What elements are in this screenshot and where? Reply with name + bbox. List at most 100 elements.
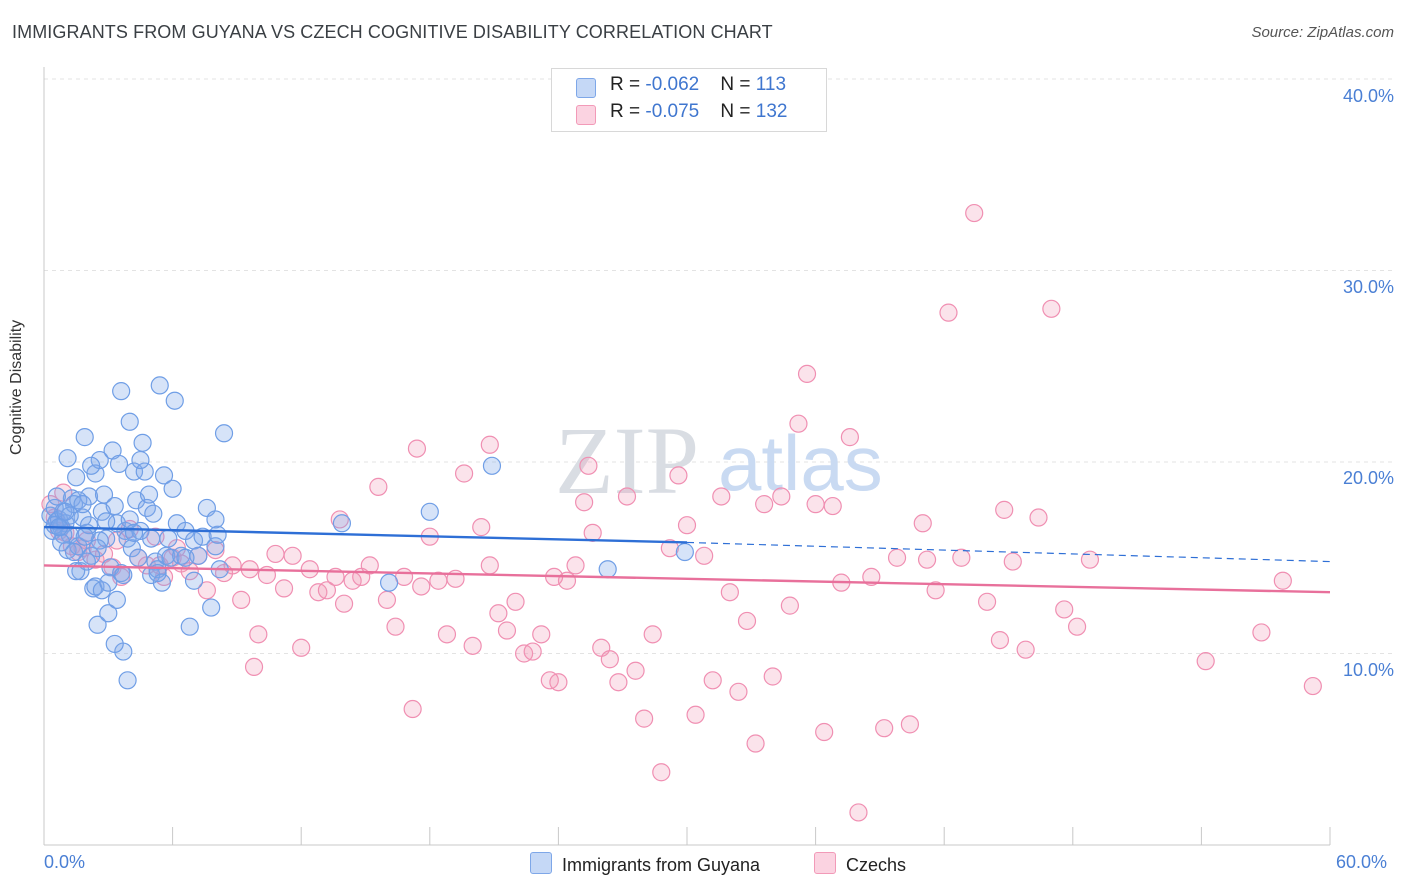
guyana-point-41 bbox=[129, 548, 148, 567]
czechs-point-69 bbox=[617, 487, 637, 506]
guyana-point-81 bbox=[82, 456, 101, 475]
guyana-point-38 bbox=[122, 539, 141, 558]
guyana-point-95 bbox=[124, 523, 144, 542]
czechs-point-64 bbox=[575, 493, 594, 512]
czechs-point-74 bbox=[660, 539, 679, 558]
czechs-point-26 bbox=[249, 625, 268, 644]
czechs-point-83 bbox=[737, 611, 757, 631]
axes bbox=[43, 67, 1331, 846]
bottom-legend-swatch-czechs bbox=[814, 852, 836, 874]
czechs-point-89 bbox=[789, 414, 808, 433]
legend-swatch-czechs bbox=[576, 105, 596, 125]
czechs-point-103 bbox=[939, 303, 958, 322]
czechs-point-124 bbox=[1273, 571, 1292, 590]
czechs-point-41 bbox=[377, 590, 397, 609]
guyana-point-52 bbox=[152, 573, 171, 592]
guyana-point-105 bbox=[675, 542, 694, 562]
czechs-point-119 bbox=[407, 439, 427, 458]
czechs-point-114 bbox=[1080, 550, 1100, 569]
guyana-point-22 bbox=[88, 615, 107, 634]
guyana-point-111 bbox=[184, 571, 204, 590]
guyana-point-32 bbox=[109, 454, 129, 474]
czechs-point-100 bbox=[900, 715, 920, 734]
czechs-point-111 bbox=[1042, 299, 1061, 318]
czechs-point-126 bbox=[244, 657, 264, 677]
guyana-point-65 bbox=[193, 527, 212, 546]
czechs-point-95 bbox=[840, 428, 859, 447]
y-tick-label-10: 10.0% bbox=[1342, 660, 1394, 680]
bottom-legend-czechs: Czechs bbox=[814, 852, 906, 876]
czechs-point-44 bbox=[403, 699, 422, 719]
guyana-point-62 bbox=[180, 617, 199, 636]
czechs-point-31 bbox=[292, 638, 311, 657]
y-tick-label-40: 40.0% bbox=[1342, 86, 1394, 106]
czechs-point-79 bbox=[703, 671, 722, 690]
legend-n-value-czechs: 132 bbox=[755, 101, 788, 122]
guyana-point-84 bbox=[118, 671, 137, 690]
guyana-point-71 bbox=[112, 382, 131, 401]
guyana-point-89 bbox=[52, 533, 71, 552]
guyana-point-16 bbox=[75, 428, 94, 447]
czechs-trend-line bbox=[43, 564, 1331, 594]
czechs-point-48 bbox=[437, 625, 457, 644]
guyana-point-67 bbox=[202, 598, 221, 617]
czechs-point-51 bbox=[463, 636, 482, 655]
bottom-legend-label-czechs: Czechs bbox=[846, 855, 907, 875]
guyana-point-55 bbox=[159, 529, 178, 548]
czechs-point-42 bbox=[386, 617, 405, 636]
czechs-point-32 bbox=[300, 560, 319, 579]
czechs-point-101 bbox=[913, 514, 932, 533]
guyana-point-51 bbox=[150, 376, 169, 395]
czechs-point-90 bbox=[797, 364, 817, 384]
guyana-point-68 bbox=[206, 537, 225, 556]
guyana-point-86 bbox=[73, 495, 92, 514]
czechs-point-87 bbox=[772, 487, 791, 506]
czechs-point-91 bbox=[806, 495, 825, 514]
guyana-point-30 bbox=[105, 496, 124, 516]
guyana-point-58 bbox=[165, 391, 184, 410]
guyana-point-85 bbox=[64, 542, 84, 562]
guyana-point-101 bbox=[379, 573, 399, 592]
guyana-point-112 bbox=[206, 510, 225, 529]
guyana-point-97 bbox=[142, 529, 161, 548]
czechs-point-113 bbox=[1067, 617, 1087, 636]
czechs-point-28 bbox=[266, 544, 285, 564]
czechs-point-110 bbox=[1029, 508, 1048, 527]
czechs-point-58 bbox=[523, 642, 542, 661]
czechs-point-84 bbox=[746, 734, 765, 753]
legend-n-label: N = bbox=[720, 101, 756, 122]
czechs-point-78 bbox=[695, 546, 714, 565]
czechs-point-36 bbox=[334, 594, 354, 613]
guyana-point-50 bbox=[148, 560, 167, 579]
czechs-point-61 bbox=[549, 673, 568, 692]
guyana-point-27 bbox=[99, 604, 118, 623]
czechs-point-56 bbox=[506, 592, 525, 611]
czechs-point-72 bbox=[643, 625, 662, 644]
czechs-point-40 bbox=[369, 477, 388, 496]
guyana-point-83 bbox=[107, 590, 126, 609]
guyana-point-77 bbox=[99, 573, 118, 592]
guyana-point-37 bbox=[120, 510, 139, 529]
chart-title: IMMIGRANTS FROM GUYANA VS CZECH COGNITIV… bbox=[12, 22, 773, 42]
czechs-point-76 bbox=[677, 516, 697, 535]
czechs-point-82 bbox=[729, 682, 748, 701]
czechs-point-20 bbox=[197, 581, 216, 600]
czechs-point-92 bbox=[815, 722, 834, 742]
guyana-points bbox=[41, 376, 694, 690]
czechs-point-63 bbox=[566, 556, 585, 575]
bottom-legend-swatch-guyana bbox=[530, 852, 552, 874]
guyana-point-57 bbox=[163, 479, 182, 498]
guyana-point-104 bbox=[598, 560, 617, 579]
czechs-point-30 bbox=[283, 546, 302, 565]
czechs-point-39 bbox=[360, 556, 379, 575]
legend-r-value-czechs: -0.075 bbox=[645, 101, 700, 122]
guyana-point-43 bbox=[133, 433, 152, 452]
guyana-point-99 bbox=[208, 525, 227, 544]
bottom-legend-label-guyana: Immigrants from Guyana bbox=[562, 855, 761, 875]
guyana-point-25 bbox=[94, 485, 114, 504]
czechs-point-52 bbox=[472, 518, 491, 537]
czechs-point-106 bbox=[977, 592, 997, 611]
czechs-point-65 bbox=[583, 523, 602, 542]
guyana-point-109 bbox=[88, 539, 107, 558]
